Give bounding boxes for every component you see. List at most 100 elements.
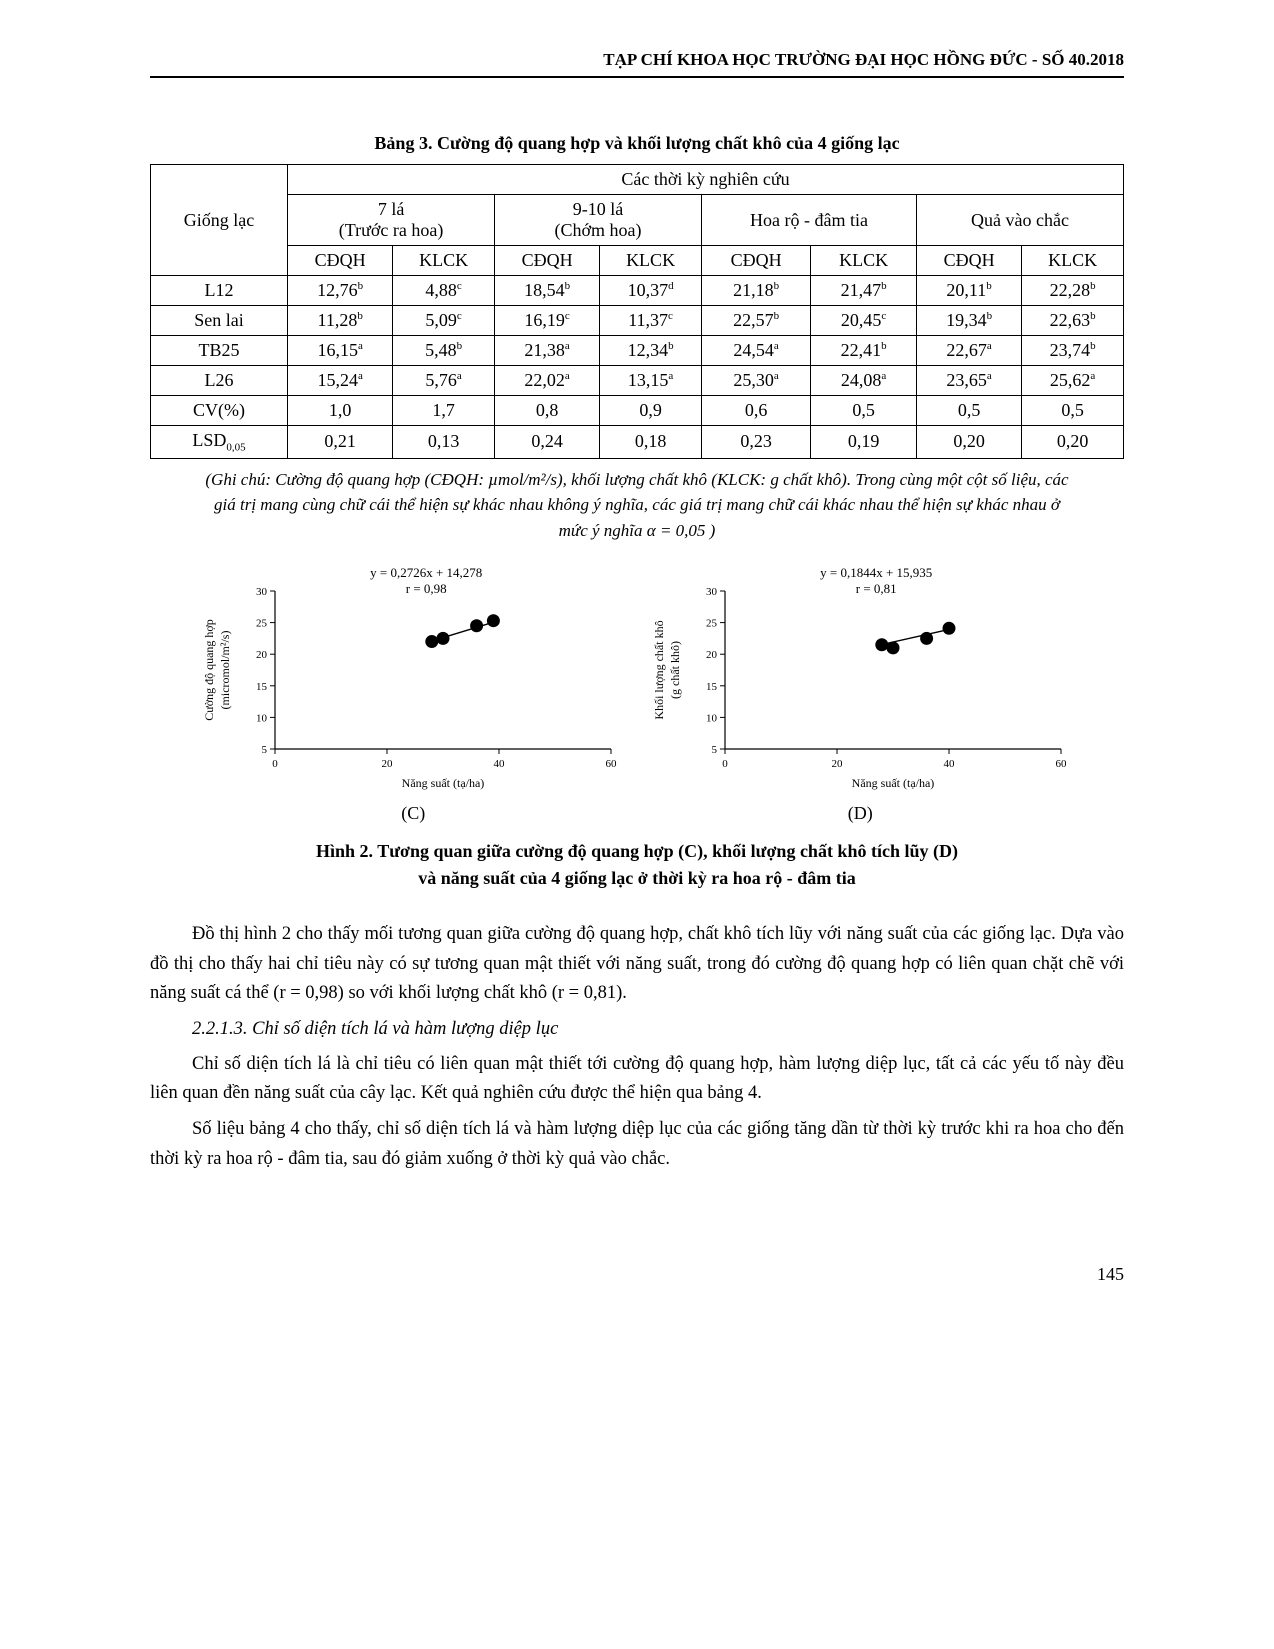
table-row: CV(%)1,01,70,80,90,60,50,50,5 [151, 396, 1124, 426]
svg-text:20: 20 [382, 758, 394, 770]
svg-text:20: 20 [832, 758, 844, 770]
table-cell: 0,20 [1022, 426, 1124, 459]
table-cell: 19,34b [917, 306, 1022, 336]
stage-header: 7 lá(Trước ra hoa) [288, 195, 495, 246]
chart-c-label: (C) [401, 803, 425, 824]
table-cell: 0,24 [495, 426, 600, 459]
metric-header: KLCK [811, 246, 917, 276]
svg-text:60: 60 [606, 758, 618, 770]
row-label: TB25 [151, 336, 288, 366]
chart-c: 510152025300204060Năng suất (tạ/ha)Cường… [197, 563, 627, 793]
row-label: L26 [151, 366, 288, 396]
svg-text:15: 15 [256, 681, 268, 693]
row-label: CV(%) [151, 396, 288, 426]
svg-text:60: 60 [1056, 758, 1068, 770]
chart-labels-row: (C) (D) [190, 803, 1084, 824]
svg-text:15: 15 [706, 681, 718, 693]
svg-text:Cường độ quang hợp: Cường độ quang hợp [202, 619, 216, 721]
table-cell: 0,20 [917, 426, 1022, 459]
table-cell: 0,21 [288, 426, 393, 459]
header-span: Các thời kỳ nghiên cứu [288, 165, 1124, 195]
chart-d-label: (D) [848, 803, 873, 824]
metric-header: CĐQH [701, 246, 810, 276]
table-cell: 21,47b [811, 276, 917, 306]
table-cell: 0,8 [495, 396, 600, 426]
table-cell: 10,37d [600, 276, 702, 306]
metric-header: CĐQH [495, 246, 600, 276]
chart-row: 5 10 15 20 25 30 0 20 40 60 Năng suất (tạ/ha) Cường… [150, 563, 1124, 793]
svg-text:Năng suất (tạ/ha): Năng suất (tạ/ha) [852, 776, 935, 790]
table-cell: 24,08a [811, 366, 917, 396]
svg-text:25: 25 [256, 618, 268, 630]
table-cell: 22,41b [811, 336, 917, 366]
table-cell: 18,54b [495, 276, 600, 306]
table-cell: 20,45c [811, 306, 917, 336]
svg-text:5: 5 [712, 744, 718, 756]
svg-text:y = 0,1844x + 15,935: y = 0,1844x + 15,935 [820, 565, 932, 580]
table-cell: 11,28b [288, 306, 393, 336]
svg-text:(micromol/m²/s): (micromol/m²/s) [218, 631, 232, 710]
table-cell: 0,18 [600, 426, 702, 459]
figure2-caption: Hình 2. Tương quan giữa cường độ quang h… [200, 838, 1074, 892]
metric-header: CĐQH [917, 246, 1022, 276]
table-cell: 0,13 [393, 426, 495, 459]
row-label: L12 [151, 276, 288, 306]
subsection-heading: 2.2.1.3. Chỉ số diện tích lá và hàm lượn… [150, 1019, 1124, 1040]
table-cell: 0,6 [701, 396, 810, 426]
table-cell: 22,67a [917, 336, 1022, 366]
stage-header: Hoa rộ - đâm tia [701, 195, 916, 246]
table-row: LSD0,050,210,130,240,180,230,190,200,20 [151, 426, 1124, 459]
svg-text:r = 0,81: r = 0,81 [856, 581, 897, 596]
svg-text:0: 0 [722, 758, 728, 770]
table-cell: 4,88c [393, 276, 495, 306]
table-cell: 24,54a [701, 336, 810, 366]
svg-text:30: 30 [706, 586, 718, 598]
table-row: L1212,76b4,88c18,54b10,37d21,18b21,47b20… [151, 276, 1124, 306]
svg-text:(g chất khô): (g chất khô) [668, 641, 682, 699]
table-cell: 0,5 [917, 396, 1022, 426]
page-number: 145 [150, 1264, 1124, 1285]
table-cell: 0,19 [811, 426, 917, 459]
table-cell: 0,23 [701, 426, 810, 459]
table-row: L2615,24a5,76a22,02a13,15a25,30a24,08a23… [151, 366, 1124, 396]
table-cell: 1,0 [288, 396, 393, 426]
row-label: LSD0,05 [151, 426, 288, 459]
table-cell: 25,30a [701, 366, 810, 396]
table-cell: 25,62a [1022, 366, 1124, 396]
table-cell: 15,24a [288, 366, 393, 396]
table-cell: 12,76b [288, 276, 393, 306]
svg-text:25: 25 [706, 618, 718, 630]
stage-header: 9-10 lá(Chớm hoa) [495, 195, 702, 246]
svg-text:0: 0 [272, 758, 278, 770]
svg-text:r = 0,98: r = 0,98 [406, 581, 447, 596]
table-cell: 23,74b [1022, 336, 1124, 366]
table-cell: 11,37c [600, 306, 702, 336]
table-cell: 21,38a [495, 336, 600, 366]
table-cell: 12,34b [600, 336, 702, 366]
paragraph-1: Đồ thị hình 2 cho thấy mối tương quan gi… [150, 920, 1124, 1009]
chart-d: 510152025300204060Năng suất (tạ/ha)Khối … [647, 563, 1077, 793]
table-cell: 13,15a [600, 366, 702, 396]
stage-header: Quả vào chắc [917, 195, 1124, 246]
metric-header: KLCK [600, 246, 702, 276]
svg-text:Năng suất (tạ/ha): Năng suất (tạ/ha) [402, 776, 485, 790]
table-cell: 1,7 [393, 396, 495, 426]
table3-title: Bảng 3. Cường độ quang hợp và khối lượng… [150, 133, 1124, 154]
table-cell: 22,28b [1022, 276, 1124, 306]
table-row: CĐQH KLCK CĐQH KLCK CĐQH KLCK CĐQH KLCK [151, 246, 1124, 276]
table-cell: 0,9 [600, 396, 702, 426]
paragraph-2: Chỉ số diện tích lá là chỉ tiêu có liên … [150, 1050, 1124, 1109]
table-cell: 16,19c [495, 306, 600, 336]
table-cell: 16,15a [288, 336, 393, 366]
svg-text:10: 10 [706, 712, 718, 724]
table-cell: 23,65a [917, 366, 1022, 396]
table-row: 7 lá(Trước ra hoa) 9-10 lá(Chớm hoa) Hoa… [151, 195, 1124, 246]
svg-text:40: 40 [494, 758, 506, 770]
metric-header: KLCK [1022, 246, 1124, 276]
table-cell: 5,09c [393, 306, 495, 336]
table-cell: 20,11b [917, 276, 1022, 306]
row-label: Sen lai [151, 306, 288, 336]
table-cell: 5,76a [393, 366, 495, 396]
col0-header: Giống lạc [151, 165, 288, 276]
table-cell: 5,48b [393, 336, 495, 366]
